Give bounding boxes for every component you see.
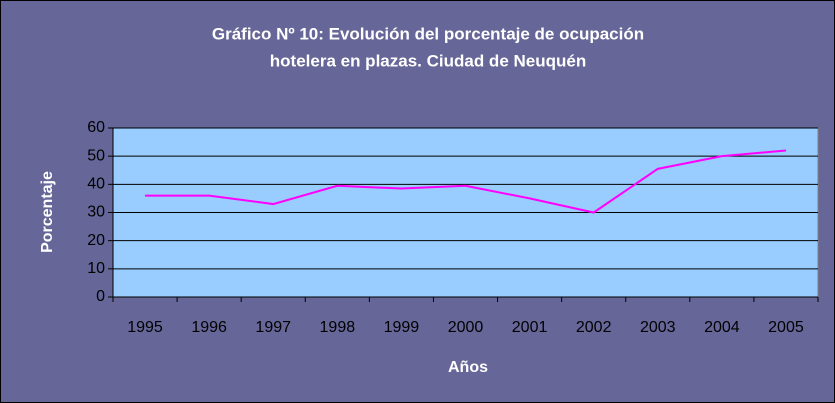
x-tick-label: 2000 [448,319,484,336]
x-tick-label: 2004 [704,319,740,336]
y-tick-label: 60 [87,119,105,136]
x-tick-label: 1999 [384,319,420,336]
y-tick-label: 20 [87,232,105,249]
y-tick-label: 50 [87,147,105,164]
y-tick-label: 10 [87,260,105,277]
x-tick-label: 2003 [640,319,676,336]
chart-title: Gráfico Nº 10: Evolución del porcentaje … [212,24,644,43]
x-axis-title: Años [448,359,488,376]
y-tick-label: 0 [96,288,105,305]
x-tick-label: 1998 [320,319,356,336]
x-tick-label: 2002 [576,319,612,336]
data-line [145,149,787,214]
y-tick-label: 30 [87,204,105,221]
x-tick-label: 2005 [768,319,804,336]
y-axis-title: Porcentaje [39,171,56,253]
chart-title: hotelera en plazas. Ciudad de Neuquén [270,51,586,70]
y-tick-label: 40 [87,176,105,193]
x-tick-label: 1995 [127,319,163,336]
x-tick-label: 1997 [255,319,291,336]
x-tick-label: 1996 [191,319,227,336]
x-tick-label: 2001 [512,319,548,336]
